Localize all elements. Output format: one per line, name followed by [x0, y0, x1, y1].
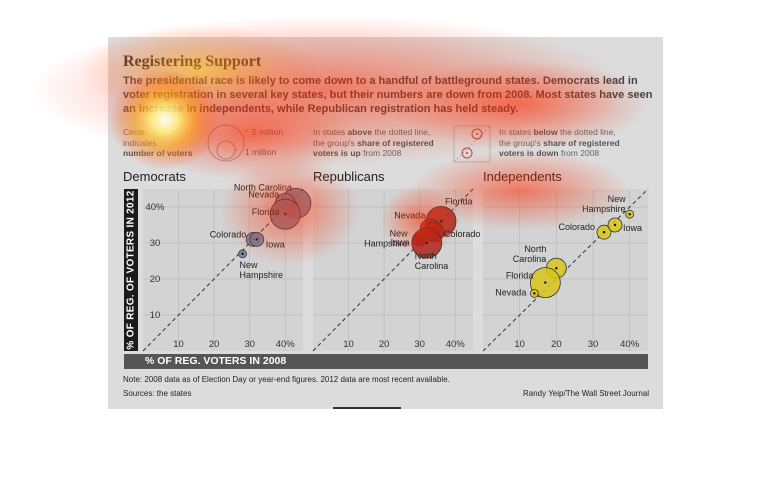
point-center: [544, 281, 547, 284]
point-label: North Carolina: [513, 244, 547, 264]
point-label: Colorado: [210, 229, 247, 239]
x-tick-label: 30: [414, 339, 425, 350]
point-label: Iowa: [391, 237, 410, 247]
x-tick-label: 40%: [276, 339, 296, 350]
point-label: Florida: [252, 207, 280, 217]
scroll-thumb[interactable]: [333, 407, 401, 409]
point-center: [255, 238, 258, 241]
point-label: Colorado: [444, 229, 481, 239]
point-label: Nevada: [495, 287, 526, 297]
x-tick-label: 10: [514, 339, 525, 350]
point-label: Iowa: [266, 239, 285, 249]
point-center: [602, 231, 606, 234]
chart-credit: Randy Yeip/The Wall Street Journal: [523, 389, 649, 398]
y-tick-label: 40%: [145, 202, 165, 213]
x-tick-label: 30: [588, 339, 599, 350]
y-axis-label: % OF REG. OF VOTERS IN 2012: [125, 190, 137, 350]
point-center: [628, 213, 631, 216]
y-tick-label: 10: [150, 310, 161, 321]
chart-sources: Sources: the states: [123, 389, 192, 398]
x-tick-label: 40%: [446, 339, 466, 350]
point-center: [613, 223, 617, 227]
x-tick-label: 10: [343, 339, 354, 350]
point-center: [284, 213, 287, 216]
point-center: [425, 241, 428, 245]
x-axis-band: [124, 354, 648, 369]
x-tick-label: 10: [173, 339, 184, 350]
point-label: Nevada: [248, 189, 279, 199]
x-tick-label: 40%: [620, 339, 640, 350]
point-label: Florida: [506, 271, 534, 281]
x-tick-label: 20: [379, 339, 390, 350]
x-tick-label: 30: [244, 339, 255, 350]
y-tick-label: 30: [150, 238, 161, 249]
point-center: [533, 292, 536, 295]
y-axis-band: [124, 189, 138, 351]
point-label: Nevada: [394, 211, 425, 221]
x-tick-label: 20: [551, 339, 562, 350]
point-label: North Carolina: [415, 251, 449, 271]
point-label: Colorado: [558, 222, 595, 232]
point-center: [439, 220, 443, 223]
point-center: [241, 252, 244, 255]
point-center: [555, 267, 558, 270]
point-label: Florida: [445, 196, 473, 206]
point-label: Iowa: [623, 223, 642, 233]
x-axis-label: % OF REG. VOTERS IN 2008: [145, 355, 287, 367]
infographic: Registering Support The presidential rac…: [108, 37, 663, 409]
y-tick-label: 20: [150, 274, 161, 285]
chart-note: Note: 2008 data as of Election Day or ye…: [123, 375, 450, 384]
x-tick-label: 20: [209, 339, 220, 350]
